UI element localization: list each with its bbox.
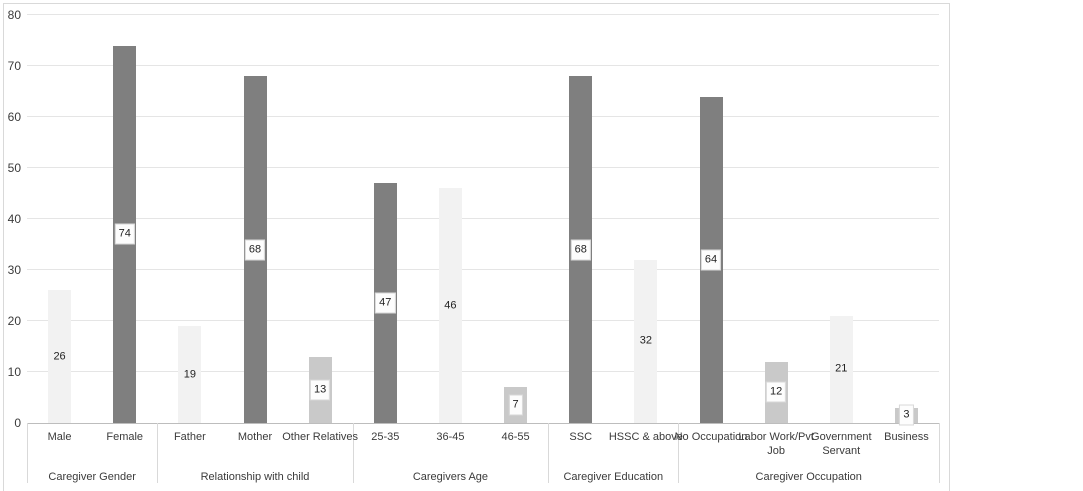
category-separator [27,423,28,483]
category-label: Other Relatives [282,431,359,443]
y-tick-label: 80 [7,8,21,22]
bar-value-label: 64 [700,249,722,271]
category-label: 25-35 [371,431,400,443]
bar-value-label: 32 [639,334,652,347]
y-gridline [27,116,939,117]
y-tick-label: 30 [7,263,21,277]
bar-male [48,290,72,423]
group-label: Caregiver Occupation [755,471,862,483]
category-label: Government Servant [811,431,872,457]
bar-government-servant [829,315,853,423]
y-gridline [27,371,939,372]
category-label: Male [47,431,72,443]
y-gridline [27,320,939,321]
category-label: Female [106,431,144,443]
bar-value-label: 19 [183,368,196,381]
bar-hssc-above [634,259,658,423]
group-label: Caregivers Age [412,471,489,483]
category-label: Mother [237,431,273,443]
y-gridline [27,14,939,15]
bar-chart[interactable] [3,3,950,491]
y-tick-label: 10 [7,365,21,379]
y-gridline [27,65,939,66]
group-label: Caregiver Gender [48,471,136,483]
bar-father [178,326,202,423]
y-gridline [27,218,939,219]
category-separator [157,423,159,483]
y-gridline [27,269,939,270]
bar-value-label: 13 [310,379,331,401]
bar-value-label: 68 [244,239,266,261]
y-tick-label: 40 [7,212,21,226]
category-separator [678,423,680,483]
category-label: No Occupation [674,431,748,443]
category-label: SSC [569,431,593,443]
category-separator [939,423,940,483]
x-axis-line [27,423,939,424]
y-tick-label: 50 [7,161,21,175]
group-label: Relationship with child [200,471,310,483]
y-gridline [27,167,939,168]
bar-value-label: 12 [766,381,787,403]
group-label: Caregiver Education [563,471,664,483]
bar-value-label: 21 [835,362,848,375]
bar-value-label: 68 [570,239,591,261]
bar-value-label: 74 [114,223,135,245]
category-label: HSSC & above [608,431,683,443]
category-label: Father [173,431,206,443]
bar-value-label: 26 [53,350,66,363]
bar-value-label: 47 [375,292,396,314]
bar-value-label: 7 [508,394,523,416]
y-tick-label: 20 [7,314,21,328]
bar-value-label: 3 [899,404,914,426]
bar-value-label: 46 [444,299,457,312]
category-label: Labor Work/Pvt Job [738,431,814,457]
y-tick-label: 0 [14,416,21,430]
category-separator [548,423,550,483]
bar-36-45 [438,188,462,423]
category-label: 46-55 [501,431,530,443]
y-tick-label: 60 [7,110,21,124]
category-label: 36-45 [436,431,465,443]
y-tick-label: 70 [7,59,21,73]
category-separator [352,423,354,483]
category-label: Business [884,431,929,443]
